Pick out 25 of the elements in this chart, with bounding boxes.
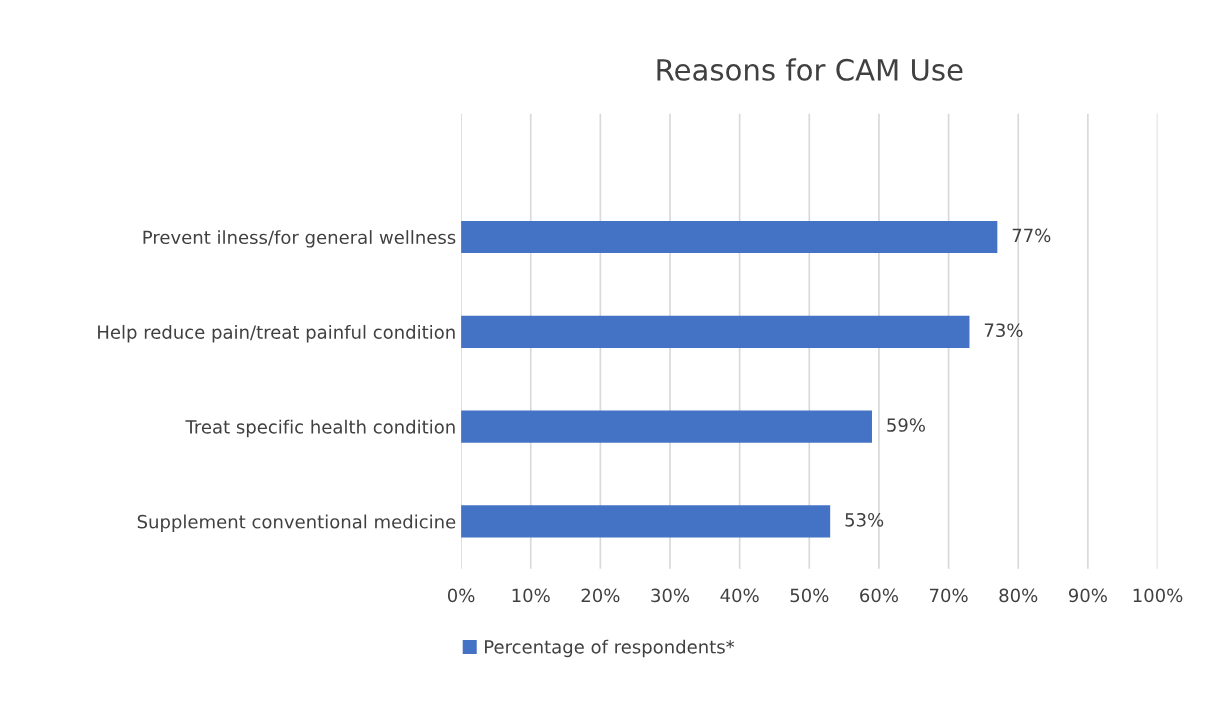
data-label: 53% [845, 512, 884, 527]
chart-title: Reasons for CAM Use [657, 58, 963, 81]
x-tick-label: 70% [930, 588, 968, 603]
data-label: 77% [1012, 228, 1051, 243]
x-tick-label: 20% [581, 588, 620, 603]
bar [461, 220, 998, 254]
y-tick-label: Treat specific health condition [185, 419, 455, 438]
x-tick-label: 100% [1133, 588, 1183, 603]
x-tick-label: 0% [447, 588, 475, 603]
legend-label: Percentage of respondents* [485, 639, 735, 658]
x-tick-label: 90% [1068, 588, 1107, 603]
x-tick-label: 60% [860, 588, 899, 603]
data-label: 59% [887, 418, 925, 432]
x-tick-label: 80% [999, 588, 1038, 603]
x-tick-label: 50% [790, 588, 829, 603]
bar [461, 410, 872, 443]
bar [461, 315, 970, 348]
data-label: 73% [984, 323, 1023, 338]
x-tick-label: 30% [651, 588, 690, 603]
bar [461, 505, 831, 538]
x-tick-label: 40% [720, 588, 759, 603]
y-tick-label: Help reduce pain/treat painful condition [98, 324, 455, 343]
x-tick-label: 10% [512, 588, 550, 603]
y-tick-label: Prevent ilness/for general wellness [143, 230, 456, 248]
y-tick-label: Supplement conventional medicine [137, 514, 456, 533]
